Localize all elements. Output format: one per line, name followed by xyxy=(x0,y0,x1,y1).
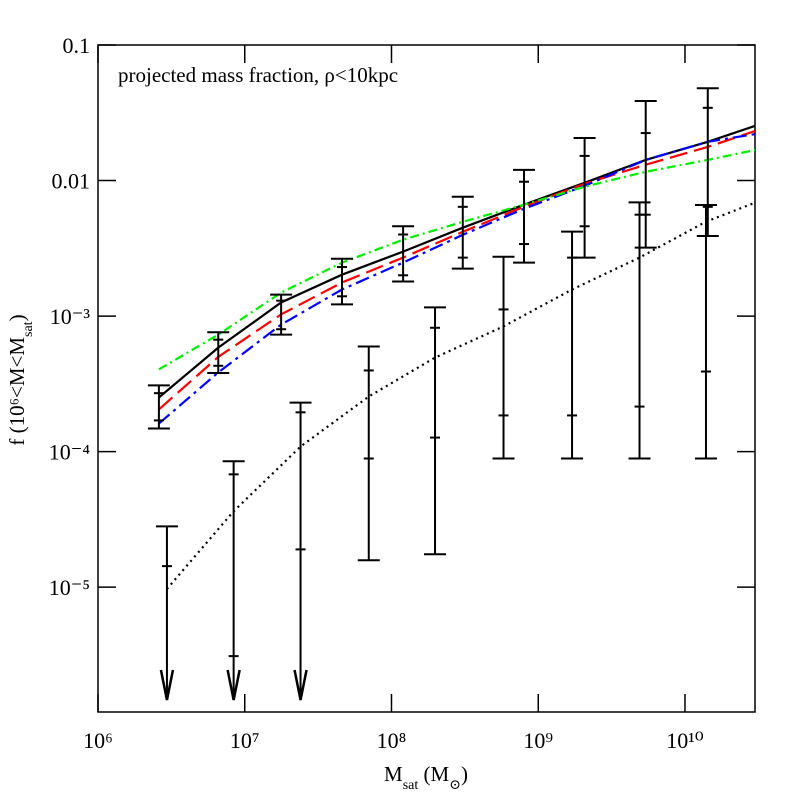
upper-limit-arrow xyxy=(293,669,308,701)
y-tick-label: 10⁻³ xyxy=(50,304,91,329)
upper-limit-arrow xyxy=(226,669,241,701)
error-bar xyxy=(513,168,536,264)
error-bar xyxy=(357,345,380,562)
error-bar xyxy=(634,100,657,249)
y-axis-label: f (10⁶<M<Msat) xyxy=(5,314,36,445)
error-bar xyxy=(628,201,651,460)
error-bar xyxy=(561,230,584,460)
error-bar xyxy=(573,137,596,259)
error-bar xyxy=(696,87,719,237)
x-tick-label: 10⁸ xyxy=(377,728,407,753)
y-tick-label: 0.1 xyxy=(63,33,91,58)
series-line xyxy=(166,201,756,590)
axis-label-part: ⊙ xyxy=(449,778,461,793)
series-line xyxy=(158,124,756,399)
plot-frame xyxy=(97,44,756,713)
annotation: projected mass fraction, ρ<10kpc xyxy=(118,63,398,87)
error-bar xyxy=(207,331,230,375)
error-bar xyxy=(331,257,354,306)
x-tick-label: 10⁶ xyxy=(83,728,113,753)
y-tick-label: 10⁻⁴ xyxy=(49,440,91,465)
upper-limit-arrow xyxy=(159,669,175,701)
series-line xyxy=(158,129,756,411)
axis-label-part: ) xyxy=(461,762,468,786)
axis-label-part: ) xyxy=(5,314,29,321)
error-bar xyxy=(147,384,170,430)
axis-label-part: sat xyxy=(21,321,36,337)
axis-label-part: M xyxy=(384,762,403,786)
error-bar xyxy=(694,204,717,460)
x-tick-label: 10¹⁰ xyxy=(666,728,704,753)
error-bar xyxy=(222,460,245,701)
series-line xyxy=(158,133,756,425)
y-tick-label: 0.01 xyxy=(52,169,91,194)
series-line xyxy=(158,148,756,371)
axis-label-part: sat xyxy=(403,778,419,793)
error-bar xyxy=(392,225,415,283)
error-bar xyxy=(424,306,447,556)
axis-label-part: f (10⁶<M<M xyxy=(5,337,29,446)
x-tick-label: 10⁷ xyxy=(230,728,260,753)
axis-label-part: (M xyxy=(418,762,449,786)
error-bar xyxy=(289,401,312,701)
x-tick-label: 10⁹ xyxy=(523,728,553,753)
error-bar xyxy=(270,293,293,336)
error-bar xyxy=(451,195,474,270)
error-bar xyxy=(492,255,515,460)
x-axis-label: Msat (M⊙) xyxy=(384,762,468,793)
y-tick-label: 10⁻⁵ xyxy=(49,575,90,600)
error-bar xyxy=(155,525,178,701)
